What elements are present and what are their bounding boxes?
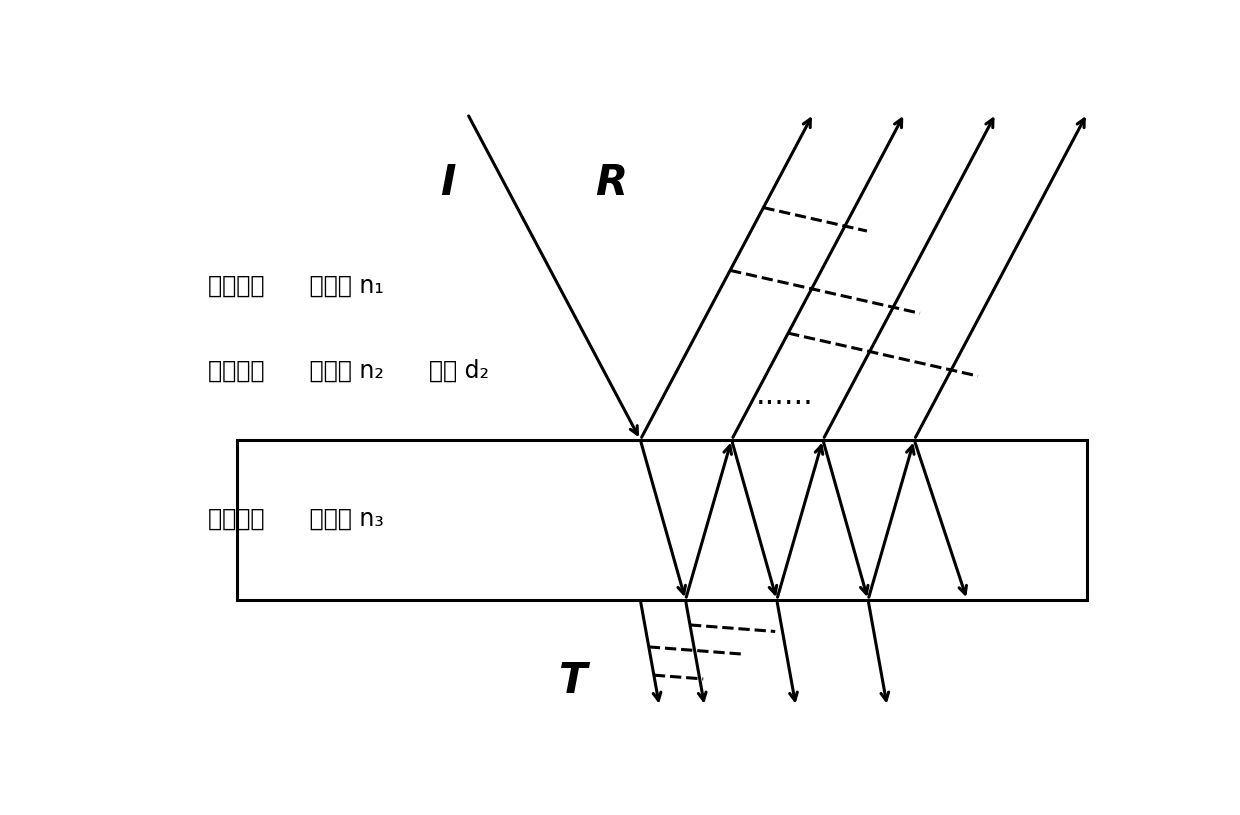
Text: 下层介质      折射率 n₃: 下层介质 折射率 n₃: [208, 506, 383, 531]
Text: ......: ......: [755, 381, 813, 411]
Text: T: T: [559, 660, 588, 703]
Text: 上层介质      折射率 n₁: 上层介质 折射率 n₁: [208, 274, 383, 298]
Text: I: I: [440, 161, 456, 204]
Text: R: R: [595, 161, 627, 204]
Text: 光学膜层      折射率 n₂      厚度 d₂: 光学膜层 折射率 n₂ 厚度 d₂: [208, 359, 489, 383]
